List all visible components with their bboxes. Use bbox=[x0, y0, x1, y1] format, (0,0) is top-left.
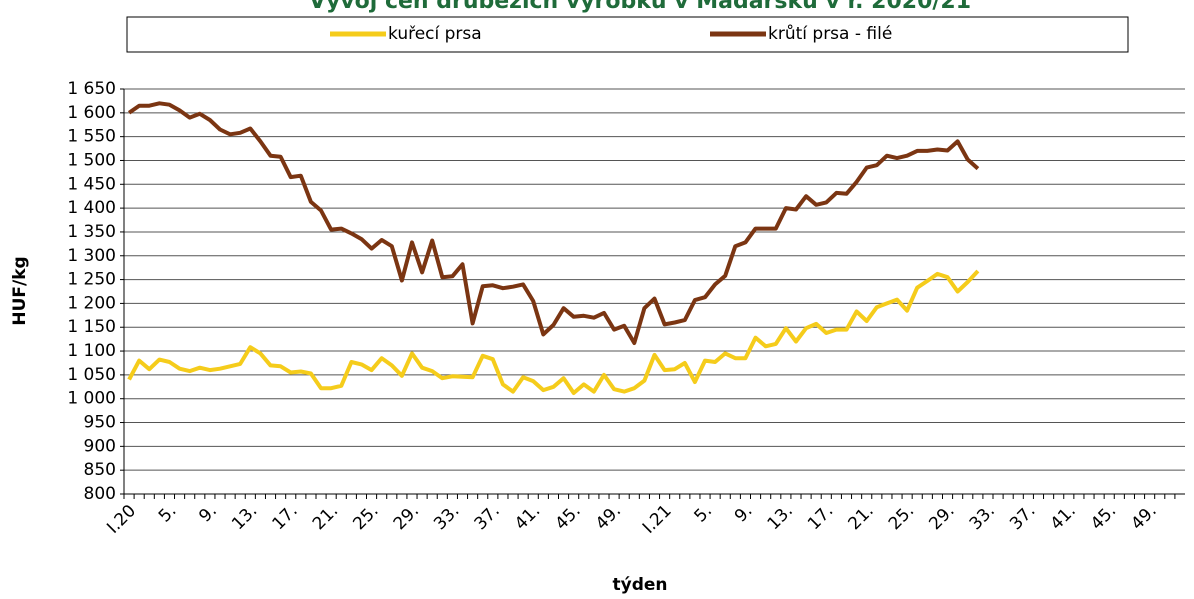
x-tick-label: 41. bbox=[1047, 501, 1080, 534]
x-tick-label: 45. bbox=[551, 501, 584, 534]
x-tick-label: 29. bbox=[925, 501, 958, 534]
y-tick-label: 1 650 bbox=[67, 79, 116, 99]
y-tick-label: 1 350 bbox=[67, 222, 116, 242]
legend-label: krůtí prsa - filé bbox=[768, 24, 892, 44]
y-tick-label: 800 bbox=[84, 484, 116, 504]
y-tick-label: 1 200 bbox=[67, 293, 116, 313]
x-tick-label: 21. bbox=[845, 501, 878, 534]
legend-label: kuřecí prsa bbox=[388, 24, 482, 44]
x-tick-label: 37. bbox=[1006, 501, 1039, 534]
y-tick-label: 1 500 bbox=[67, 150, 116, 170]
y-tick-label: 1 300 bbox=[67, 246, 116, 266]
x-tick-label: 17. bbox=[804, 501, 837, 534]
y-tick-label: 1 550 bbox=[67, 127, 116, 147]
series-line bbox=[127, 101, 980, 345]
x-tick-label: 17. bbox=[269, 501, 302, 534]
x-tick-label: 33. bbox=[430, 501, 463, 534]
x-tick-label: 5. bbox=[690, 501, 716, 527]
legend-box bbox=[126, 16, 1129, 53]
x-tick-label: 9. bbox=[195, 501, 221, 527]
y-tick-label: 1 000 bbox=[67, 389, 116, 409]
x-tick-label: 49. bbox=[1127, 501, 1160, 534]
x-axis-label: týden bbox=[612, 575, 667, 595]
y-tick-label: 1 050 bbox=[67, 365, 116, 385]
x-tick-label: 49. bbox=[592, 501, 625, 534]
y-tick-label: 950 bbox=[84, 413, 116, 433]
y-axis-label: HUF/kg bbox=[10, 256, 30, 325]
x-tick-label: I.21 bbox=[639, 501, 676, 538]
x-tick-label: 5. bbox=[155, 501, 181, 527]
x-tick-label: 45. bbox=[1087, 501, 1120, 534]
y-tick-label: 1 450 bbox=[67, 174, 116, 194]
chart-title: Vývoj cen drůbežích výrobků v Maďarsku v… bbox=[309, 0, 971, 14]
y-tick-label: 900 bbox=[84, 436, 116, 456]
x-tick-label: 29. bbox=[390, 501, 423, 534]
x-tick-label: 33. bbox=[966, 501, 999, 534]
y-tick-label: 1 100 bbox=[67, 341, 116, 361]
y-tick-label: 1 600 bbox=[67, 103, 116, 123]
y-tick-label: 1 400 bbox=[67, 198, 116, 218]
x-tick-label: 13. bbox=[228, 501, 261, 534]
x-tick-label: I.20 bbox=[103, 501, 140, 538]
x-tick-label: 37. bbox=[471, 501, 504, 534]
x-tick-label: 13. bbox=[764, 501, 797, 534]
y-tick-label: 1 150 bbox=[67, 317, 116, 337]
x-tick-label: 21. bbox=[309, 501, 342, 534]
x-tick-label: 9. bbox=[731, 501, 757, 527]
y-tick-label: 1 250 bbox=[67, 270, 116, 290]
y-tick-label: 850 bbox=[84, 460, 116, 480]
x-tick-label: 41. bbox=[511, 501, 544, 534]
series-line bbox=[127, 269, 980, 395]
x-tick-label: 25. bbox=[349, 501, 382, 534]
x-tick-label: 25. bbox=[885, 501, 918, 534]
